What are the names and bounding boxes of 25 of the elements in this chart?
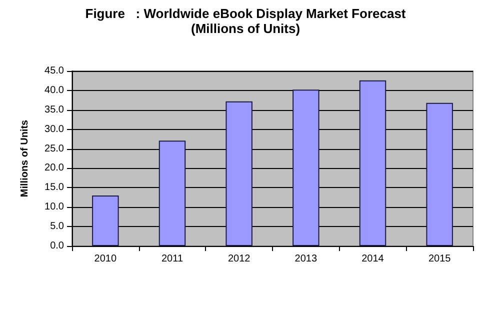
y-tick-label: 15.0 (44, 182, 64, 194)
x-tick-label: 2013 (294, 254, 318, 264)
x-tick-label: 2010 (94, 254, 117, 264)
x-tick-label: 2012 (228, 254, 251, 264)
x-tick-label: 2011 (161, 254, 184, 264)
y-tick-label: 25.0 (44, 143, 64, 154)
bar (226, 101, 252, 246)
y-axis-title: Millions of Units (20, 119, 30, 198)
y-tick-label: 0.0 (50, 240, 64, 252)
y-tick-label: 30.0 (44, 124, 64, 135)
x-tick-label: 2014 (362, 254, 384, 264)
chart-subtitle: (Millions of Units) (190, 21, 300, 36)
bar (92, 195, 119, 246)
bar (158, 140, 186, 246)
y-tick-label: 20.0 (44, 162, 64, 174)
bar (426, 102, 453, 246)
x-tick-label: 2015 (428, 254, 452, 264)
bar (359, 80, 386, 246)
y-tick-label: 40.0 (44, 84, 64, 96)
bar (292, 90, 320, 246)
y-tick-label: 10.0 (44, 202, 64, 213)
y-tick-label: 35.0 (44, 104, 64, 116)
y-tick-label: 45.0 (44, 66, 64, 76)
y-tick-label: 5.0 (50, 221, 64, 232)
chart-title: Figure : Worldwide eBook Display Market Forecast (85, 6, 406, 21)
